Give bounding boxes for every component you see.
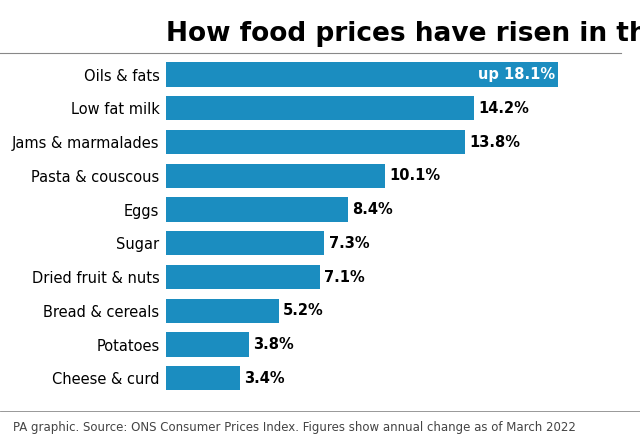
Text: 3.4%: 3.4% (244, 371, 285, 386)
Bar (166, 265, 320, 289)
Bar (166, 198, 348, 222)
Text: How food prices have risen in the past 12 months: How food prices have risen in the past 1… (166, 21, 640, 47)
Text: PA graphic. Source: ONS Consumer Prices Index. Figures show annual change as of : PA graphic. Source: ONS Consumer Prices … (13, 420, 575, 434)
Bar (166, 62, 558, 87)
Text: 7.3%: 7.3% (329, 236, 369, 251)
Bar (166, 299, 279, 323)
Bar (166, 164, 385, 188)
Text: 13.8%: 13.8% (469, 134, 520, 149)
Text: 10.1%: 10.1% (389, 168, 440, 183)
Bar (166, 130, 465, 154)
Text: 7.1%: 7.1% (324, 269, 365, 285)
Bar (166, 332, 248, 357)
Text: 5.2%: 5.2% (284, 303, 324, 318)
Text: up 18.1%: up 18.1% (477, 67, 555, 82)
Text: 14.2%: 14.2% (478, 101, 529, 116)
Bar (166, 96, 474, 120)
Text: 8.4%: 8.4% (353, 202, 393, 217)
Text: 3.8%: 3.8% (253, 337, 294, 352)
Bar (166, 231, 324, 255)
Bar (166, 366, 240, 391)
